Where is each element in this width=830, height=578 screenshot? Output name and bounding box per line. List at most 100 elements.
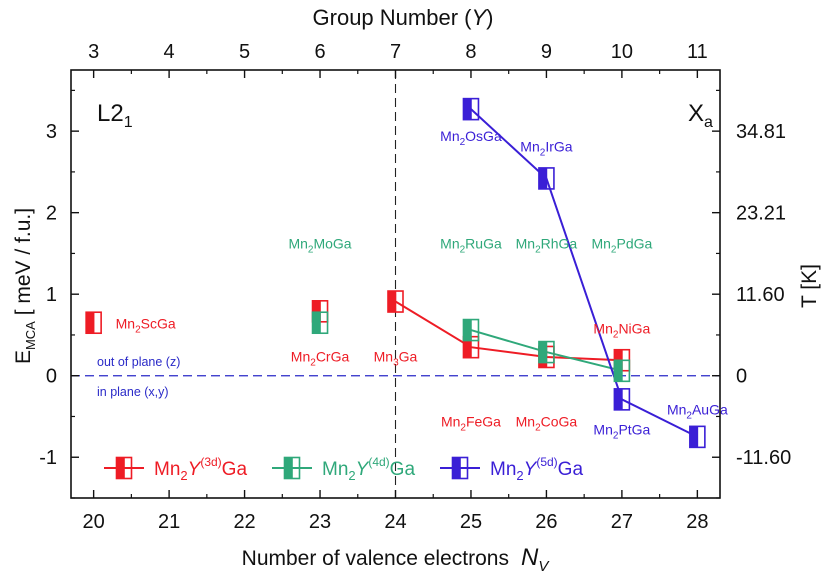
point-label-sub: 3: [393, 358, 399, 369]
legend-label: Mn2Y(5d)Ga: [490, 455, 583, 483]
point-label: Mn3Ga: [374, 349, 418, 369]
legend-pre: Mn: [154, 459, 180, 480]
point-label: Mn2CrGa: [291, 349, 350, 369]
legend-label: Mn2Y(4d)Ga: [322, 455, 415, 483]
right-axis-title: T [K]: [798, 264, 821, 308]
y-axis-title: EMCA [ meV / f.u.]: [12, 208, 38, 364]
point-label: Mn2OsGa: [440, 128, 502, 148]
top-tick-label: 6: [314, 41, 325, 63]
point-label-main: Mn: [667, 401, 686, 417]
point-label: Mn2RhGa: [516, 236, 578, 256]
point-label: Mn2ScGa: [116, 316, 176, 336]
point-label: Mn2NiGa: [593, 320, 650, 340]
top-tick-label: 4: [164, 41, 175, 63]
point-label-post: IrGa: [545, 138, 572, 154]
point-label: Mn2AuGa: [667, 401, 728, 421]
note-in-plane: in plane (x,y): [97, 385, 169, 399]
note-out-of-plane: out of plane (z): [97, 355, 180, 369]
point-label-post: NiGa: [618, 320, 650, 336]
point-label-sub: 2: [686, 410, 692, 421]
legend-label: Mn2Y(3d)Ga: [154, 455, 247, 483]
point-label-sub: 2: [535, 245, 541, 256]
legend-post: Ga: [558, 459, 584, 480]
data-point: [115, 456, 133, 480]
point-label: Mn2PdGa: [591, 236, 652, 256]
marker-filled-half: [312, 312, 321, 334]
marker-filled-half: [452, 457, 460, 479]
legend-sym: Y: [188, 459, 202, 480]
data-point: [538, 340, 555, 364]
axis-ticks: 20321422523624725826927102811-10123-11.6…: [39, 41, 791, 533]
right-tick-label: 23.21: [736, 203, 786, 225]
reference-lines: [71, 70, 720, 498]
series-line-5d: [470, 108, 698, 438]
point-label-post: RuGa: [465, 236, 502, 252]
point-label-main: Mn: [593, 422, 612, 438]
point-label-main: Mn: [116, 316, 135, 332]
legend-sup: (5d): [536, 455, 557, 469]
y-tick-label: 1: [46, 284, 57, 306]
legend-item-5d: Mn2Y(5d)Ga: [440, 455, 583, 483]
point-label-main: Mn: [520, 138, 539, 154]
top-axis-title: Group Number (Y): [313, 5, 494, 30]
point-label-sub: 2: [310, 358, 316, 369]
data-point: [538, 167, 555, 190]
point-label: Mn2RuGa: [440, 236, 502, 256]
data-markers: [85, 97, 706, 449]
data-point: [451, 456, 469, 480]
point-label-sub: 2: [135, 325, 141, 336]
marker-filled-half: [116, 457, 124, 479]
point-label-main: Mn: [591, 236, 610, 252]
x-tick-label: 21: [158, 511, 180, 533]
point-label-main: Mn: [291, 349, 310, 365]
legend-item-3d: Mn2Y(3d)Ga: [104, 455, 247, 483]
point-label: Mn2IrGa: [520, 138, 572, 158]
top-tick-label: 3: [88, 41, 99, 63]
marker-filled-half: [463, 319, 471, 341]
point-label-post: Ga: [399, 349, 418, 365]
point-label-post: OsGa: [465, 128, 502, 144]
point-label-post: CrGa: [316, 349, 350, 365]
point-label-sub: 2: [460, 137, 466, 148]
legend-sub: 2: [348, 468, 355, 483]
point-label-main: Mn: [288, 236, 307, 252]
marker-filled-half: [463, 336, 471, 358]
legend: Mn2Y(3d)Ga Mn2Y(4d)Ga Mn2Y(5d)Ga: [104, 455, 583, 483]
marker-filled-half: [463, 98, 471, 120]
point-label: Mn2MoGa: [288, 236, 351, 256]
right-tick-label: 11.60: [736, 284, 785, 306]
marker-filled-half: [538, 341, 547, 363]
y-tick-label: 0: [46, 366, 57, 388]
point-label-main: Mn: [440, 236, 459, 252]
x-tick-label: 28: [686, 511, 708, 533]
legend-sup: (3d): [200, 455, 221, 469]
x-tick-label: 27: [611, 511, 633, 533]
point-label: Mn2PtGa: [593, 422, 650, 442]
point-label: Mn2FeGa: [441, 413, 501, 433]
right-tick-label: 0: [736, 366, 747, 388]
top-tick-label: 7: [390, 41, 401, 63]
marker-filled-half: [614, 360, 622, 382]
top-tick-label: 10: [611, 41, 633, 63]
legend-pre: Mn: [490, 459, 516, 480]
point-label-sub: 2: [613, 329, 619, 340]
marker-filled-half: [284, 457, 292, 479]
right-tick-label: -11.60: [736, 447, 791, 469]
point-label-post: ScGa: [141, 316, 176, 332]
y-tick-label: 3: [46, 121, 57, 143]
marker-filled-half: [689, 426, 698, 448]
top-tick-label: 8: [465, 41, 476, 63]
series-lines: [394, 108, 698, 438]
point-label-post: RhGa: [541, 236, 578, 252]
corner-label-right: Xa: [688, 100, 713, 131]
data-point: [613, 359, 631, 383]
marker-filled-half: [388, 291, 396, 313]
point-label-sub: 2: [308, 245, 314, 256]
point-label-post: PtGa: [618, 422, 650, 438]
point-label-sub: 2: [460, 422, 466, 433]
x-tick-label: 26: [535, 511, 557, 533]
data-point: [462, 318, 480, 342]
point-label-main: Mn: [440, 128, 459, 144]
